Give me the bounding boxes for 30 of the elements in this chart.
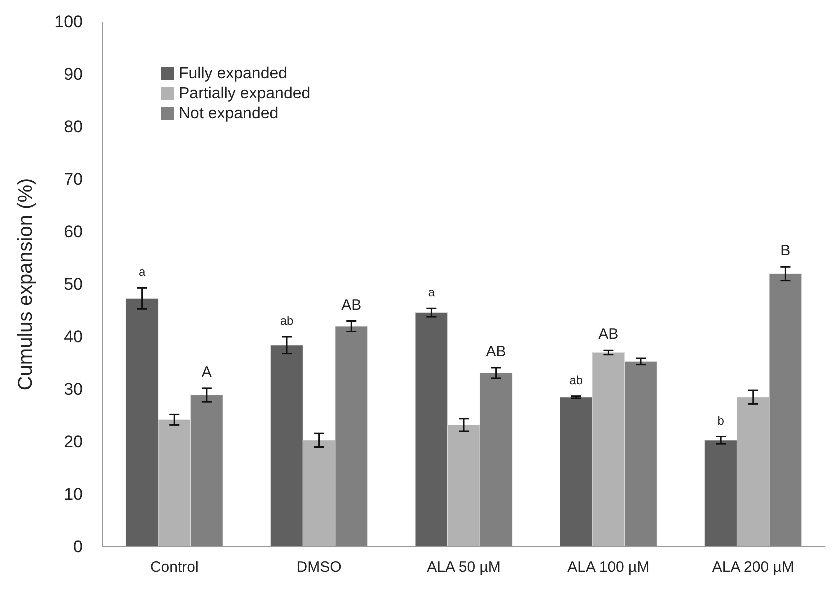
y-tick-label: 70 <box>64 170 83 189</box>
y-tick-label: 40 <box>64 328 83 346</box>
x-tick-label: DMSO <box>296 559 342 576</box>
x-tick-label: ALA 50 µM <box>427 559 501 576</box>
x-tick-label: ALA 100 µM <box>568 559 650 576</box>
legend-label: Not expanded <box>179 106 279 122</box>
legend-label: Fully expanded <box>179 66 288 82</box>
y-axis-title: Cumulus expansion (%) <box>15 178 37 391</box>
data-label: A <box>202 364 212 381</box>
y-tick-label: 90 <box>64 65 83 84</box>
y-tick-label: 80 <box>64 118 83 136</box>
data-label: a <box>428 286 436 300</box>
data-label: AB <box>342 296 362 314</box>
y-tick-label: 10 <box>64 485 83 504</box>
y-tick-label: 100 <box>54 12 83 32</box>
legend-label: Partially expanded <box>179 86 311 102</box>
data-label: ab <box>570 373 584 388</box>
y-tick-label: 30 <box>64 380 83 399</box>
y-tick-label: 50 <box>64 275 83 294</box>
y-tick-label: 20 <box>64 432 83 452</box>
data-label: b <box>718 414 725 428</box>
data-label: a <box>138 265 146 280</box>
y-tick-label: 0 <box>74 538 83 556</box>
x-tick-label: ALA 200 µM <box>712 559 794 576</box>
data-label: AB <box>598 326 619 344</box>
y-tick-label: 60 <box>64 222 83 242</box>
x-tick-label: Control <box>150 559 199 576</box>
data-label: AB <box>486 343 506 360</box>
data-label: ab <box>280 314 294 328</box>
data-label: B <box>780 242 791 260</box>
